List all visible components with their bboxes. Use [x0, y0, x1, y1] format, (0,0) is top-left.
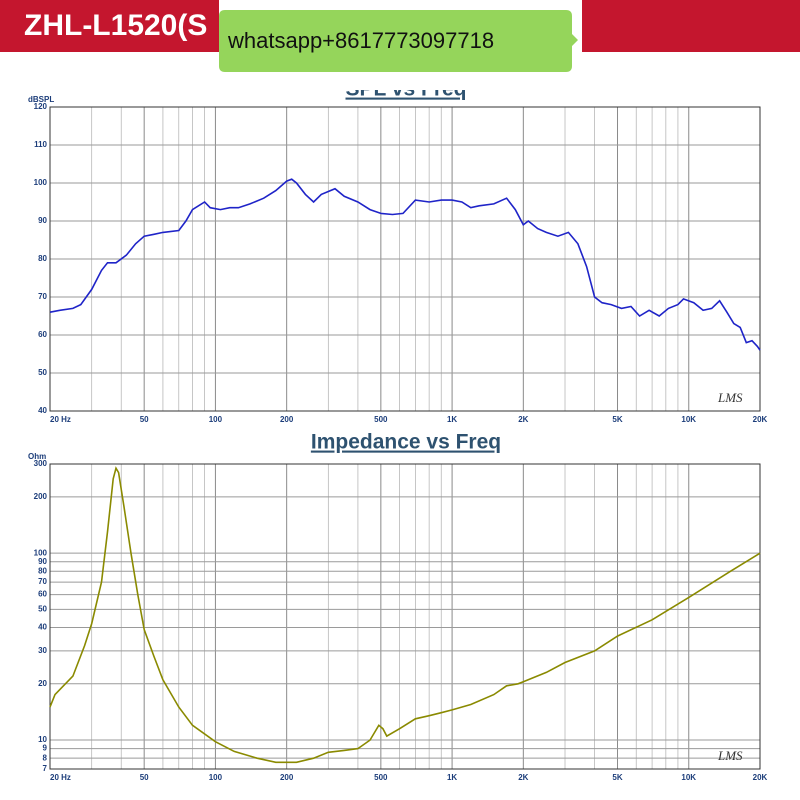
x-tick-label: 2K: [518, 773, 528, 782]
plot-frame: [49, 106, 761, 412]
y-tick-label: 8: [43, 753, 48, 762]
y-tick-label: 50: [38, 605, 47, 614]
x-tick-label: 20K: [753, 415, 768, 424]
x-tick-label: 20K: [753, 773, 768, 782]
x-tick-label: 1K: [447, 415, 457, 424]
header-title: ZHL-L1520(S: [24, 9, 207, 42]
y-tick-label: 60: [38, 590, 47, 599]
x-tick-label: 500: [374, 773, 388, 782]
header: ZHL-L1520(S whatsapp+8617773097718: [0, 0, 800, 90]
x-tick-label: 5K: [612, 773, 622, 782]
x-tick-label: 5K: [612, 415, 622, 424]
x-tick-label: 100: [209, 773, 223, 782]
x-tick-label: 500: [374, 415, 388, 424]
watermark-bubble: [219, 10, 578, 72]
data-line: [49, 466, 761, 764]
x-tick-label: 100: [209, 415, 223, 424]
y-tick-label: 70: [38, 577, 47, 586]
x-tick-label: 10K: [681, 773, 696, 782]
y-tick-label: 40: [38, 623, 47, 632]
x-tick-label: 1K: [447, 773, 457, 782]
y-tick-label: 40: [38, 406, 47, 415]
x-tick-label: 10K: [681, 415, 696, 424]
chart-title: Impedance vs Freq: [311, 431, 501, 454]
x-tick-label: 200: [280, 773, 294, 782]
y-tick-label: 7: [43, 764, 48, 773]
plot-frame: [49, 463, 761, 770]
y-tick-label: 80: [38, 254, 47, 263]
y-tick-label: 90: [38, 216, 47, 225]
y-tick-label: 50: [38, 368, 47, 377]
y-tick-label: 100: [34, 548, 48, 557]
watermark-text: whatsapp+8617773097718: [227, 28, 494, 53]
y-axis-label: dBSPL: [28, 95, 54, 104]
data-line: [49, 178, 761, 351]
x-tick-label: 20 Hz: [50, 415, 71, 424]
y-tick-label: 100: [34, 178, 48, 187]
y-tick-label: 90: [38, 557, 47, 566]
y-tick-label: 20: [38, 679, 47, 688]
y-tick-label: 110: [34, 140, 47, 149]
logo: LMS: [717, 748, 743, 763]
y-tick-label: 70: [38, 292, 47, 301]
y-tick-label: 200: [34, 492, 48, 501]
y-tick-label: 80: [38, 566, 47, 575]
x-tick-label: 20 Hz: [50, 773, 71, 782]
y-tick-label: 300: [34, 459, 48, 468]
x-tick-label: 50: [140, 415, 149, 424]
charts: 20 Hz 50 100 200 500 1K 2K 5K 10K 20K405060708090…: [28, 78, 768, 783]
y-tick-label: 10: [38, 735, 47, 744]
x-tick-label: 200: [280, 415, 294, 424]
y-tick-label: 120: [34, 102, 48, 111]
logo: LMS: [717, 390, 743, 405]
x-tick-label: 2K: [518, 415, 528, 424]
y-tick-label: 60: [38, 330, 47, 339]
y-tick-label: 30: [38, 646, 47, 655]
x-tick-label: 50: [140, 773, 149, 782]
y-axis-label: Ohm: [28, 452, 46, 461]
y-tick-label: 9: [43, 744, 48, 753]
plot-area: [50, 464, 760, 769]
